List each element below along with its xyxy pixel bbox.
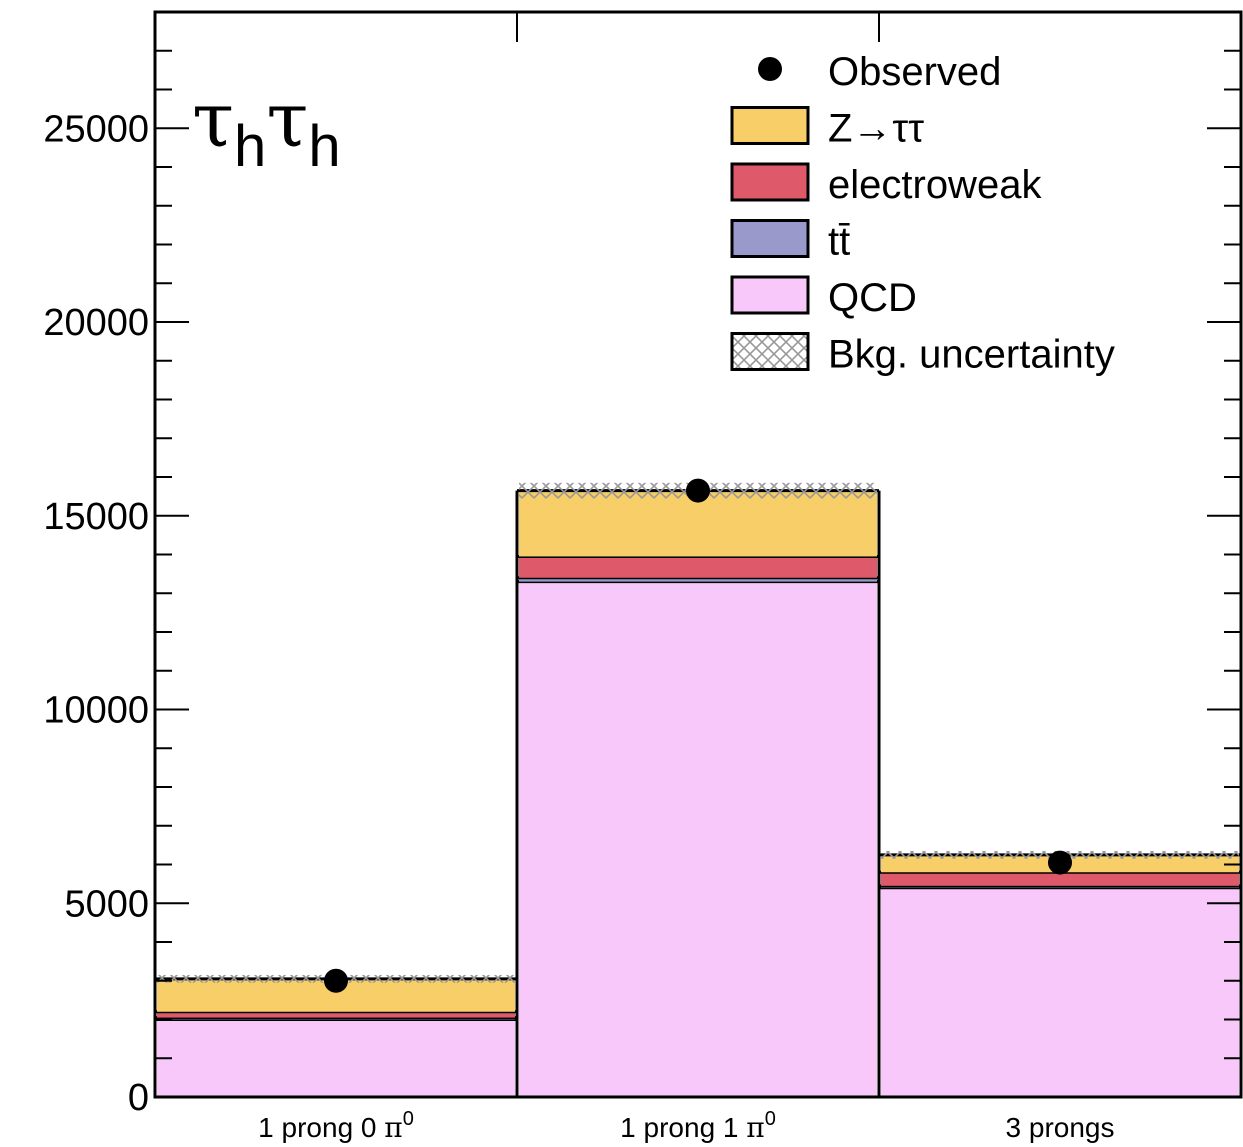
legend-item: Bkg. uncertainty [730,332,1115,377]
legend-swatch [730,275,810,315]
y-tick-label: 25000 [43,108,149,150]
bar-qcd-3 [881,887,1239,1097]
legend-label: tt̄ [828,220,850,264]
observed-point-1 [324,968,348,993]
bar-qcd-2 [519,581,877,1097]
bar-ewk-2 [519,556,877,578]
legend-item: tt̄ [730,219,850,264]
legend-item: Observed [758,50,1001,94]
observed-point-2 [686,478,710,503]
x-tick-label: 1 prong 1 π0 [620,1108,776,1144]
observed-points [324,478,1072,993]
bar-ewk-3 [881,872,1239,886]
y-tick-label: 0 [128,1077,149,1119]
y-tick-label: 5000 [64,883,149,925]
observed-point-3 [1048,850,1072,875]
y-tick-label: 15000 [43,496,149,538]
legend-label: Z→ττ [828,107,924,151]
legend-dot-marker [758,57,782,81]
legend-swatch [730,106,810,145]
y-tick-label: 10000 [43,690,149,732]
legend-label: Bkg. uncertainty [828,333,1115,377]
legend-swatch [730,162,810,202]
bar-stacks [153,489,1243,1097]
legend-label: Observed [828,50,1001,94]
legend-item: QCD [730,275,917,320]
legend: Observed Z→ττ electroweak tt̄ QCD Bkg. uncert… [730,50,1115,377]
x-axis: 1 prong 0 π0 1 prong 1 π0 3 prongs [258,12,1114,1144]
bar-ewk-1 [157,1011,515,1018]
legend-item: Z→ττ [730,106,924,151]
channel-label: τhτh [192,75,341,179]
x-tick-label: 3 prongs [1006,1112,1115,1143]
legend-label: electroweak [828,163,1042,207]
legend-swatch [730,219,810,258]
bar-qcd-1 [157,1019,515,1097]
legend-label: QCD [828,276,917,320]
y-tick-label: 20000 [43,302,149,344]
legend-item: electroweak [730,162,1042,207]
y-axis: 0 5000 10000 15000 20000 25000 [43,11,1241,1119]
legend-hatch-swatch [730,332,810,371]
x-tick-label: 1 prong 0 π0 [258,1108,414,1144]
bar-ttbar-2 [519,577,877,582]
